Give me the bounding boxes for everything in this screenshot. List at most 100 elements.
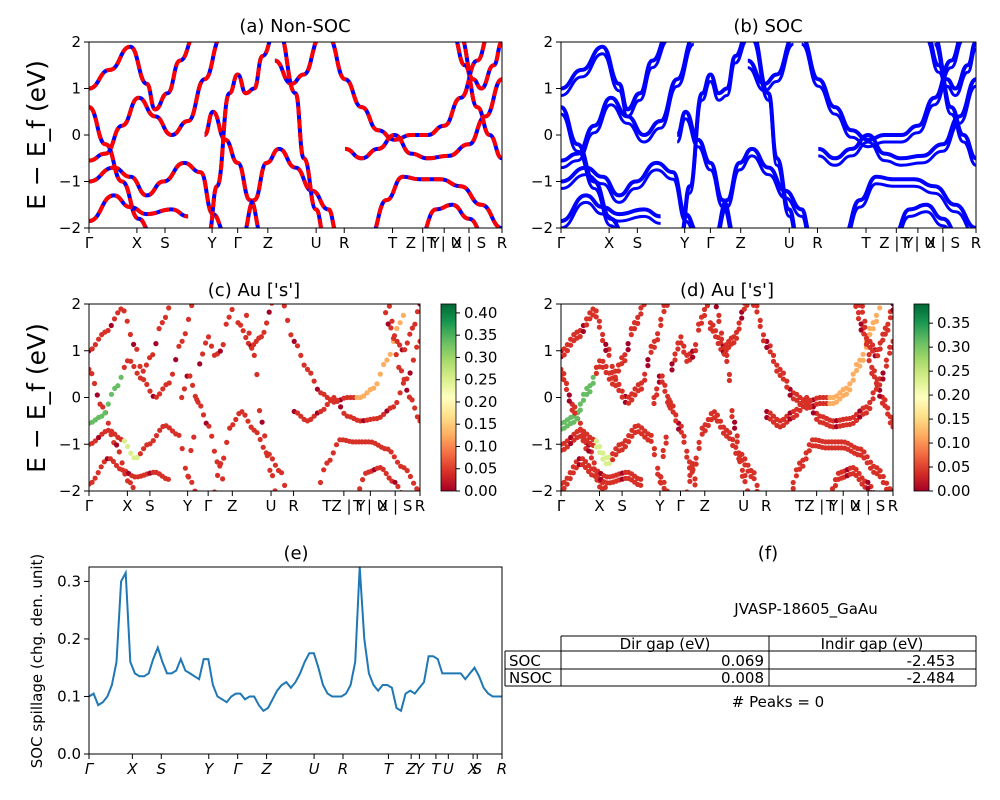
y-tick-label: 1 <box>71 342 81 360</box>
projection-point <box>865 485 871 491</box>
projection-point <box>866 358 872 364</box>
projection-point <box>739 315 745 321</box>
panel-f: (f) JVASP-18605_GaAu Dir gap (eV) Indir … <box>504 543 977 711</box>
projection-point <box>608 499 613 504</box>
projection-point <box>626 400 632 406</box>
projection-point <box>880 376 886 382</box>
projection-point <box>790 485 796 491</box>
projection-point <box>380 298 385 303</box>
projection-point <box>110 458 116 465</box>
projection-point <box>690 354 696 360</box>
projection-point <box>221 455 227 461</box>
colorbar-tick-label: 0.20 <box>464 393 497 411</box>
projection-point <box>764 344 770 350</box>
projection-point <box>96 336 102 342</box>
projection-point <box>383 310 389 316</box>
projection-point <box>321 467 327 473</box>
projection-point <box>566 398 572 404</box>
projection-point <box>734 433 740 439</box>
projection-point <box>887 420 893 426</box>
x-tick-label: X <box>126 760 138 778</box>
projection-point <box>681 433 687 439</box>
projection-point <box>806 448 812 454</box>
x-tick-label: Γ <box>676 497 685 515</box>
table-header-indir: Indir gap (eV) <box>821 635 924 653</box>
projection-point <box>673 418 679 424</box>
projection-point <box>665 495 670 500</box>
projection-point <box>189 479 195 485</box>
y-tick-label: −2 <box>531 482 553 500</box>
projection-point <box>659 373 665 379</box>
projection-point <box>173 357 179 363</box>
projection-point <box>105 420 111 426</box>
projection-point <box>119 460 125 466</box>
x-tick-label: T <box>384 760 395 778</box>
projection-point <box>605 496 610 501</box>
projection-point <box>587 389 593 395</box>
projection-point <box>619 447 625 453</box>
projection-point <box>89 479 95 485</box>
x-tick-label: S <box>617 497 627 515</box>
table-row-soc-label: SOC <box>509 652 541 670</box>
projection-point <box>220 476 226 482</box>
projection-point <box>377 371 383 377</box>
projection-point <box>147 441 153 447</box>
x-tick-label: Γ <box>557 234 566 252</box>
projection-point <box>606 376 612 382</box>
projection-point <box>645 292 650 297</box>
projection-point <box>660 447 666 454</box>
projection-point <box>264 320 270 326</box>
projection-point <box>681 349 687 355</box>
projection-point <box>767 410 773 416</box>
projection-point <box>847 381 853 387</box>
band-line-spin-up <box>89 42 192 112</box>
band-ylabel-middle: E − E_f (eV) <box>22 323 51 473</box>
projection-point <box>739 467 746 473</box>
projection-point <box>121 364 127 370</box>
projection-point <box>92 342 98 348</box>
projection-point <box>810 410 816 416</box>
projection-point <box>780 422 787 428</box>
projection-point <box>98 464 104 470</box>
projection-point <box>390 404 397 410</box>
projection-point <box>357 486 363 491</box>
soc-band-line <box>716 146 810 228</box>
x-tick-label: R <box>338 760 348 778</box>
projection-point <box>217 348 223 354</box>
projection-point <box>742 479 748 485</box>
projection-point <box>603 347 609 353</box>
panel-c-title: (c) Au ['s'] <box>208 280 300 301</box>
projection-point <box>94 392 100 398</box>
soc-band-line <box>849 182 970 228</box>
projection-point <box>882 403 888 409</box>
projection-point <box>669 361 675 367</box>
x-tick-label: Γ <box>85 497 94 515</box>
soc-band-line <box>561 193 661 223</box>
projection-point <box>397 342 403 348</box>
material-id: JVASP-18605_GaAu <box>733 600 877 619</box>
projection-point <box>599 486 606 491</box>
projection-point <box>696 490 699 491</box>
projection-point <box>726 371 733 378</box>
projection-point <box>638 305 644 311</box>
projection-point <box>571 419 577 425</box>
projection-point <box>603 369 609 376</box>
projection-point <box>179 394 185 401</box>
projection-point <box>730 442 736 449</box>
projection-point <box>238 322 244 328</box>
projection-point <box>417 338 420 344</box>
projection-point <box>577 401 583 407</box>
projection-point <box>394 459 401 465</box>
projection-point <box>851 298 856 303</box>
projection-point <box>609 369 615 375</box>
projection-point <box>153 394 159 400</box>
projection-point <box>567 476 573 482</box>
projection-point <box>784 384 790 390</box>
projection-point <box>794 397 800 403</box>
projection-point <box>127 480 133 486</box>
band-line-spin-up <box>208 42 272 228</box>
projection-point <box>269 304 275 306</box>
projection-point <box>770 358 777 364</box>
projection-point <box>693 455 699 461</box>
projection-point <box>875 353 881 359</box>
